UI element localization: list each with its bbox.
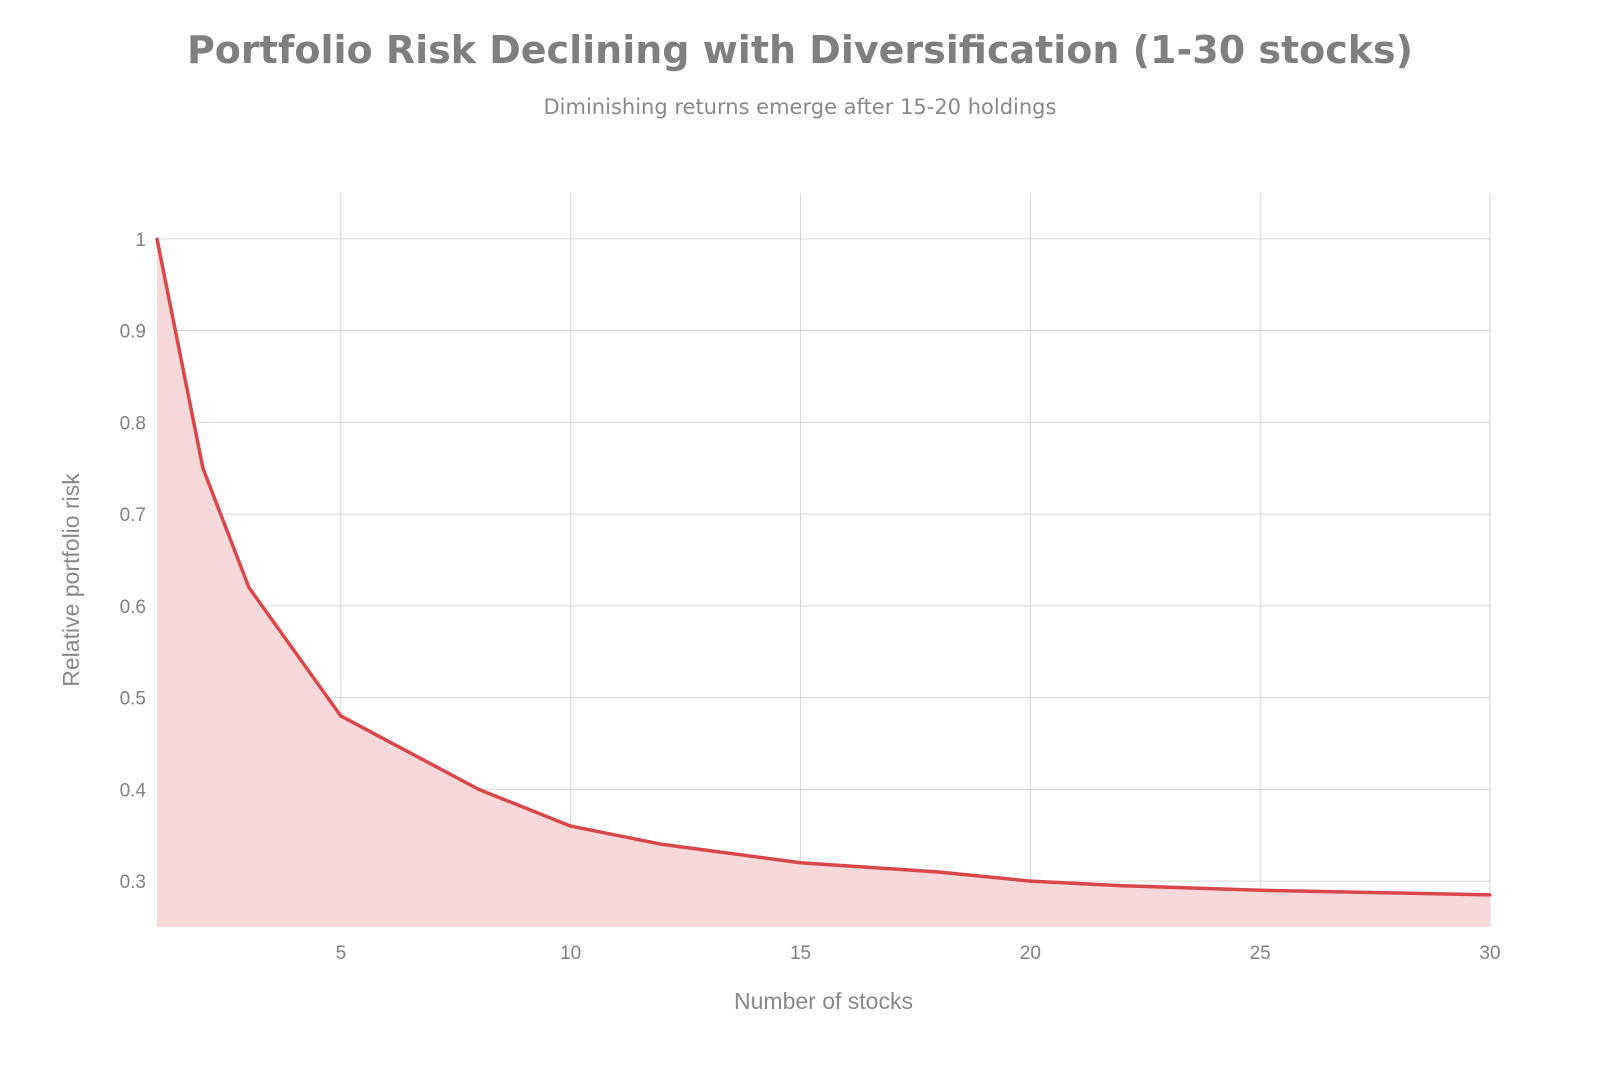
data-point [661, 842, 665, 846]
x-axis-title: Number of stocks [734, 988, 913, 1014]
y-tick-label: 0.5 [120, 689, 146, 710]
x-tick-label: 30 [1479, 943, 1500, 964]
y-axis-title: Relative portfolio risk [58, 473, 84, 687]
data-point [247, 586, 251, 590]
x-tick-label: 20 [1020, 943, 1041, 964]
x-tick-label: 5 [336, 943, 347, 964]
chart-subtitle: Diminishing returns emerge after 15-20 h… [543, 95, 1057, 119]
risk-area-fill [157, 238, 1490, 927]
data-point [936, 870, 940, 874]
x-tick-label: 10 [560, 943, 581, 964]
tick-labels: 5 10 15 20 25 30 0.3 0.4 0.5 0.6 0.7 0.8 0.9 1 [120, 230, 1501, 964]
y-tick-label: 0.7 [120, 505, 146, 526]
data-point [477, 787, 481, 791]
x-tick-label: 25 [1250, 943, 1271, 964]
y-tick-label: 1 [135, 230, 146, 251]
y-tick-label: 0.6 [120, 597, 146, 618]
data-point [1120, 884, 1124, 888]
data-point [1488, 893, 1492, 897]
data-point [1028, 879, 1032, 883]
data-point [569, 824, 573, 828]
y-tick-label: 0.8 [120, 413, 146, 434]
data-point [1258, 888, 1262, 892]
y-tick-label: 0.9 [120, 322, 146, 343]
data-point [201, 466, 205, 470]
data-point [155, 237, 159, 241]
y-tick-label: 0.3 [120, 872, 146, 893]
y-tick-label: 0.4 [120, 780, 147, 801]
x-tick-label: 15 [790, 943, 811, 964]
data-point [339, 714, 343, 718]
data-point [799, 861, 803, 865]
chart-title: Portfolio Risk Declining with Diversific… [186, 28, 1414, 72]
